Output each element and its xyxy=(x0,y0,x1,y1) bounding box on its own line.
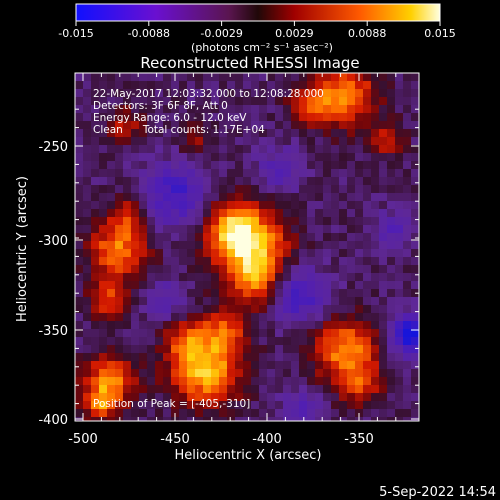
x-tick-label: -400 xyxy=(252,432,282,447)
info-line: Energy Range: 6.0 - 12.0 keV xyxy=(93,112,247,124)
colorbar-tick-label: -0.0088 xyxy=(128,27,170,40)
colorbar-tick-label: 0.0088 xyxy=(348,27,387,40)
heatmap xyxy=(74,72,420,422)
colorbar-tick-label: -0.015 xyxy=(58,27,93,40)
colorbar-units-label: (photons cm⁻² s⁻¹ asec⁻²) xyxy=(191,41,333,54)
peak-position-text: Position of Peak = [-405,-310] xyxy=(93,398,250,410)
colorbar: -0.015 -0.0088 -0.0029 0.0029 0.0088 0.0… xyxy=(58,3,456,54)
y-axis-label: Heliocentric Y (arcsec) xyxy=(15,176,30,322)
info-line: Detectors: 3F 6F 8F, Att 0 xyxy=(93,100,228,112)
y-tick-label: -300 xyxy=(38,234,68,249)
y-tick-label: -400 xyxy=(38,413,68,428)
plot-frame xyxy=(74,72,420,422)
colorbar-tick-label: 0.015 xyxy=(424,27,456,40)
x-tick-label: -450 xyxy=(160,432,190,447)
info-line: Clean Total counts: 1.17E+04 xyxy=(93,124,265,136)
colorbar-ticks xyxy=(75,21,441,26)
y-tick-label: -250 xyxy=(38,140,68,155)
x-axis-label: Heliocentric X (arcsec) xyxy=(175,448,322,463)
y-tick-label: -350 xyxy=(38,324,68,339)
x-tick-label: -350 xyxy=(344,432,374,447)
colorbar-tick-label: 0.0029 xyxy=(275,27,314,40)
x-tick-label: -500 xyxy=(68,432,98,447)
info-line: 22-May-2017 12:03:32.000 to 12:08:28.000 xyxy=(93,88,324,100)
info-text: 22-May-2017 12:03:32.000 to 12:08:28.000… xyxy=(93,88,324,136)
footer-date: 5-Sep-2022 14:54 xyxy=(379,485,496,500)
colorbar-gradient xyxy=(75,3,441,22)
image-title: Reconstructed RHESSI Image xyxy=(140,54,359,72)
colorbar-tick-label: -0.0029 xyxy=(200,27,242,40)
axis-ticks xyxy=(75,73,419,421)
